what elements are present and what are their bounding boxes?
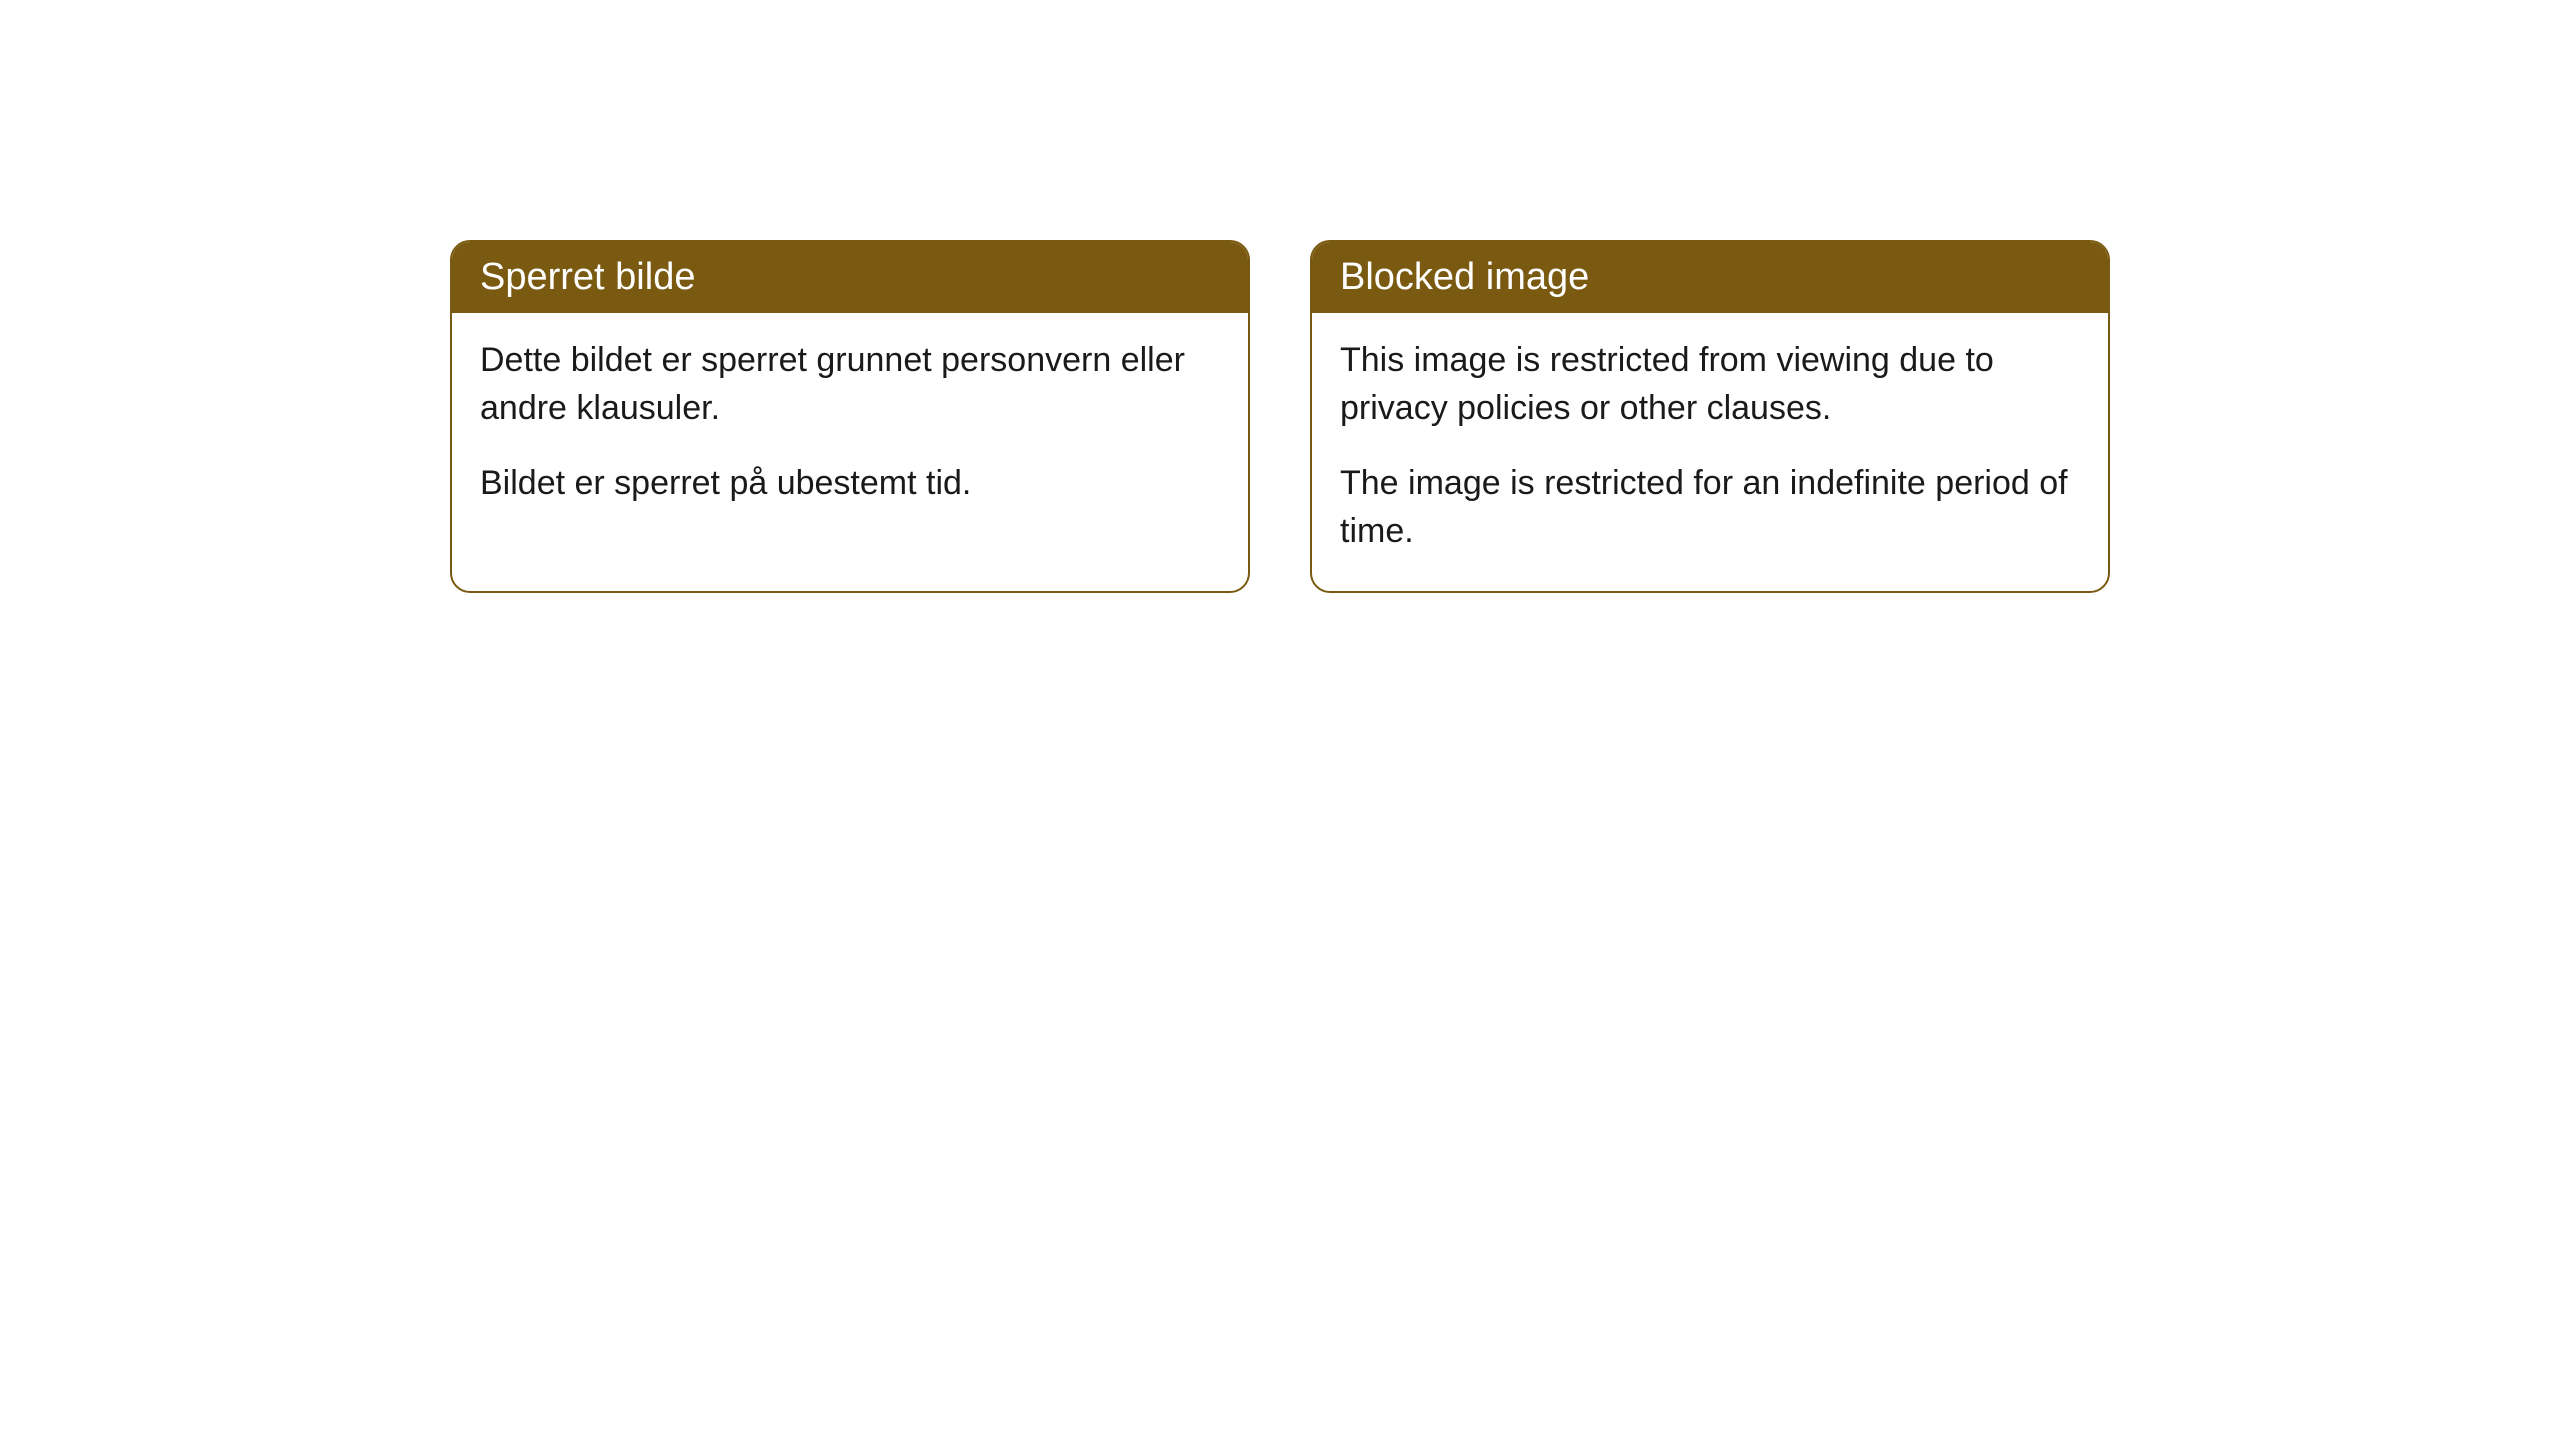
card-title-english: Blocked image: [1340, 256, 1589, 298]
card-paragraph-2-english: The image is restricted for an indefinit…: [1340, 460, 2080, 555]
card-header-norwegian: Sperret bilde: [452, 242, 1248, 313]
card-paragraph-1-norwegian: Dette bildet er sperret grunnet personve…: [480, 337, 1220, 432]
card-body-norwegian: Dette bildet er sperret grunnet personve…: [452, 313, 1248, 544]
card-header-english: Blocked image: [1312, 242, 2108, 313]
card-body-english: This image is restricted from viewing du…: [1312, 313, 2108, 591]
blocked-image-card-english: Blocked image This image is restricted f…: [1310, 240, 2110, 593]
cards-container: Sperret bilde Dette bildet er sperret gr…: [0, 240, 2560, 593]
card-paragraph-1-english: This image is restricted from viewing du…: [1340, 337, 2080, 432]
card-title-norwegian: Sperret bilde: [480, 256, 695, 298]
blocked-image-card-norwegian: Sperret bilde Dette bildet er sperret gr…: [450, 240, 1250, 593]
card-paragraph-2-norwegian: Bildet er sperret på ubestemt tid.: [480, 460, 1220, 508]
